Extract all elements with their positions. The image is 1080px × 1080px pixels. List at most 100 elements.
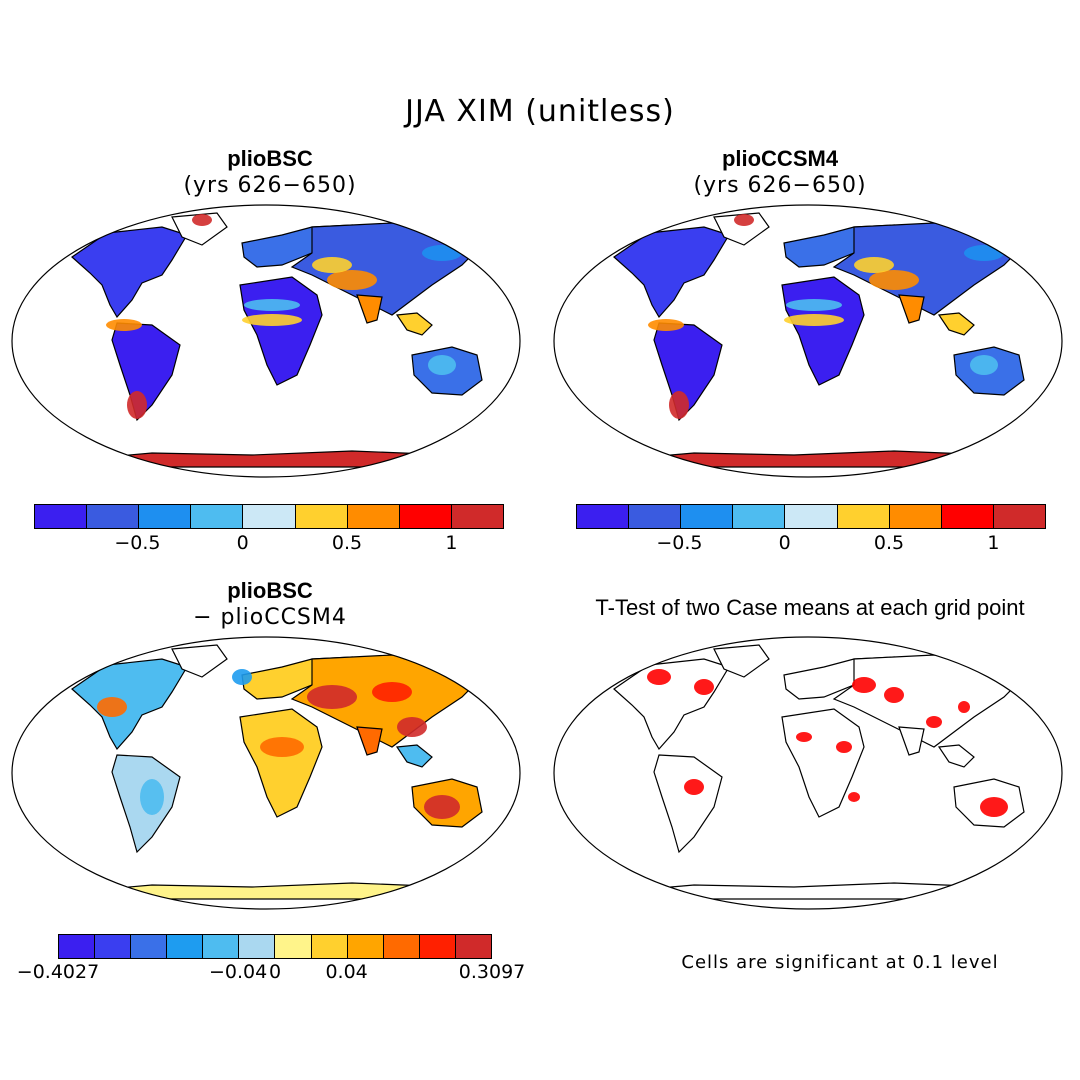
india-landmass [898,726,925,756]
value-patch [127,391,147,419]
panel-a-subtitle: (yrs 626−650) [183,173,357,198]
colorbar-a-ticks: −0.5 0 0.5 1 [34,532,504,558]
colorbar-box [139,505,192,528]
colorbar-box [191,505,244,528]
value-patch [648,319,684,331]
colorbar-box [243,505,296,528]
land-layer [51,644,484,900]
colorbar-box [681,505,734,528]
value-patch [784,314,844,326]
colorbar-box [451,505,503,528]
colorbar-box [785,505,838,528]
colorbar-b-tick: 0.5 [873,532,905,554]
value-patch [647,669,671,685]
namerica-landmass [71,658,188,751]
value-patch [140,779,164,815]
value-patch [307,685,357,709]
value-patch [372,682,412,702]
colorbar-box [275,935,312,958]
greenland-landmass [713,644,770,678]
value-patch [836,741,852,753]
value-patch [244,299,300,311]
value-patch [684,779,704,795]
value-patch [926,716,942,728]
colorbar-box [347,505,400,528]
colorbar-box [35,505,88,528]
greenland-landmass [713,212,770,246]
value-patch [970,355,998,375]
colorbar-box [629,505,682,528]
colorbar-box [399,505,452,528]
colorbar-box [239,935,276,958]
colorbar-box [577,505,630,528]
panel-c-title: plioBSC [227,578,313,603]
india-landmass [356,294,383,324]
value-patch [694,679,714,695]
india-landmass [898,294,925,324]
colorbar-box [167,935,204,958]
value-patch [980,797,1008,817]
colorbar-box [455,935,491,958]
namerica-landmass [71,226,188,319]
land-layer [593,212,1026,468]
colorbar-c-tick: 0.3097 [458,961,526,983]
value-patch [260,737,304,757]
colorbar-b-ticks: −0.5 0 0.5 1 [576,532,1046,558]
panel-a-title: plioBSC [227,146,313,171]
panel-d-title: T-Test of two Case means at each grid po… [595,595,1025,620]
colorbar-b-tick: 0 [778,532,791,554]
seasia-landmass [937,744,975,768]
colorbar-box [203,935,240,958]
asia-landmass [832,654,1026,748]
colorbar-box [95,935,132,958]
value-patch [958,701,970,713]
land-layer [51,212,484,468]
colorbar-c-tick: 0 [268,961,282,983]
colorbar-box [383,935,420,958]
colorbar-box [131,935,168,958]
colorbar-box [993,505,1045,528]
colorbar-box [733,505,786,528]
colorbar-box [347,935,384,958]
greenland-landmass [171,212,228,246]
colorbar-c-tick: 0.04 [325,961,368,983]
value-patch [242,314,302,326]
map-border [553,636,1063,910]
value-patch [796,732,812,742]
colorbar-a-tick: 1 [445,532,458,554]
india-landmass [356,726,383,756]
colorbar-box [87,505,140,528]
colorbar-box [419,935,456,958]
value-patch [106,319,142,331]
value-patch [848,792,860,802]
map-border [11,204,521,478]
value-patch [327,270,377,290]
greenland-landmass [171,644,228,678]
colorbar-box [837,505,890,528]
colorbar-box [889,505,942,528]
seasia-landmass [937,312,975,336]
seasia-landmass [395,312,433,336]
namerica-landmass [613,658,730,751]
value-patch [852,677,876,693]
figure-title: JJA XIM (unitless) [405,94,675,129]
colorbar-a-tick: −0.5 [114,532,161,554]
colorbar-c-ticks: −0.4027 −0.04 0 0.04 0.3097 [17,961,525,987]
panel-b-title: plioCCSM4 [721,146,839,171]
value-patch [192,214,212,226]
colorbar-box [295,505,348,528]
africa-landmass [239,708,323,818]
land-layer [593,644,1026,900]
antarctica-landmass [593,882,1025,900]
map-border [553,204,1063,478]
seasia-landmass [395,744,433,768]
colorbar-c [58,934,492,959]
colorbar-b-tick: −0.5 [656,532,703,554]
colorbar-b-tick: 1 [987,532,1000,554]
value-patch [424,795,460,819]
value-patch [428,355,456,375]
